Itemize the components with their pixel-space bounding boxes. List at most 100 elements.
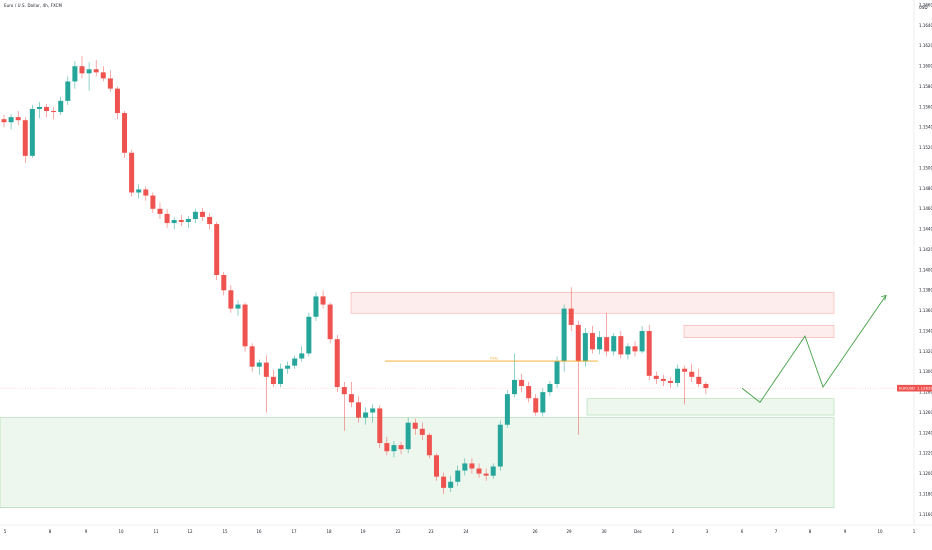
price-tick-label: 1.13000 <box>919 369 932 374</box>
candle <box>597 331 603 355</box>
candle <box>618 331 624 359</box>
candle <box>533 394 539 416</box>
time-tick-label: 8 <box>809 529 812 534</box>
projection-arrowhead <box>880 294 887 301</box>
candle <box>263 355 269 413</box>
candle <box>107 70 113 92</box>
price-tick-label: 1.14600 <box>919 206 932 211</box>
candle <box>419 422 425 440</box>
price-tick-label: 1.14200 <box>919 247 932 252</box>
candle <box>228 285 234 313</box>
candle <box>1 115 7 128</box>
time-tick-label: 9 <box>85 529 88 534</box>
candle <box>285 361 291 374</box>
candle <box>469 458 475 474</box>
candle <box>426 432 432 459</box>
time-axis[interactable]: 5 8 9 10 11 12 15 16 17 18 19 22 23 24 26 29 30 Dec 2 3 6 7 8 9… <box>0 524 932 534</box>
candle <box>568 287 574 332</box>
candle <box>278 363 284 388</box>
candle <box>15 111 21 126</box>
candle <box>185 215 191 229</box>
time-tick-label: 19 <box>360 529 366 534</box>
candle <box>72 61 78 89</box>
candle <box>462 458 468 476</box>
price-tick-label: 1.15800 <box>919 84 932 89</box>
price-tick-label: 1.16400 <box>919 23 932 28</box>
candle <box>51 106 57 120</box>
candle <box>348 381 354 408</box>
candle <box>682 365 688 405</box>
candle <box>384 436 390 456</box>
time-tick-label: 2 <box>672 529 675 534</box>
candle <box>639 325 645 354</box>
price-tick-label: 1.13200 <box>919 349 932 354</box>
candle <box>526 381 532 403</box>
time-tick-label: Dec <box>634 529 642 534</box>
candle <box>398 442 404 455</box>
candle <box>44 103 50 118</box>
candle <box>136 184 142 199</box>
time-tick-label: 1 <box>913 529 916 534</box>
price-tick-label: 1.14400 <box>919 227 932 232</box>
candle <box>341 381 347 431</box>
candle <box>129 149 135 197</box>
candle <box>448 475 454 492</box>
candle <box>292 355 298 369</box>
price-tick-label: 1.12200 <box>919 451 932 456</box>
candle <box>157 202 163 219</box>
currency-label: USD <box>919 5 928 10</box>
candle <box>483 468 489 481</box>
candles <box>1 56 709 494</box>
time-tick-label: 9 <box>844 529 847 534</box>
price-tick-label: 1.16200 <box>919 43 932 48</box>
price-tick-label: 1.15200 <box>919 145 932 150</box>
projection-path <box>741 295 887 403</box>
candle <box>86 62 92 91</box>
time-tick-label: 26 <box>532 529 538 534</box>
annotations: FVG <box>385 294 887 403</box>
candle <box>561 304 567 372</box>
candle <box>306 312 312 357</box>
candle <box>122 111 128 158</box>
time-tick-label: 7 <box>775 529 778 534</box>
candle <box>171 216 177 230</box>
candle <box>490 463 496 479</box>
candle <box>363 407 369 425</box>
price-tick-label: 1.15600 <box>919 104 932 109</box>
price-tag-bg <box>897 384 932 392</box>
price-tag-symbol: EURUSD <box>899 385 915 390</box>
candle <box>519 373 525 393</box>
candle <box>178 214 184 227</box>
support-zone <box>586 398 835 416</box>
candle <box>377 405 383 449</box>
price-axis[interactable]: USD 1.16600 1.16400 1.16200 1.16000 1.15800 1… <box>913 0 932 525</box>
candle <box>455 465 461 486</box>
time-tick-label: 29 <box>566 529 572 534</box>
candle <box>646 324 652 380</box>
candle <box>164 208 170 229</box>
candle <box>632 341 638 357</box>
candle <box>214 222 220 281</box>
candle <box>256 359 262 375</box>
time-tick-label: 22 <box>395 529 401 534</box>
time-tick-label: 3 <box>706 529 709 534</box>
candle <box>36 101 42 119</box>
time-tick-label: 17 <box>291 529 297 534</box>
candle <box>625 343 631 360</box>
candle <box>405 417 411 454</box>
time-tick-label: 5 <box>4 529 7 534</box>
time-tick-label: 6 <box>741 529 744 534</box>
candle <box>8 114 14 130</box>
candle <box>554 356 560 389</box>
candle <box>497 420 503 471</box>
candle <box>675 364 681 388</box>
price-tick-label: 1.13400 <box>919 328 932 333</box>
candle <box>200 207 206 222</box>
price-tick-label: 1.15000 <box>919 165 932 170</box>
candle <box>476 463 482 478</box>
price-tick-label: 1.12800 <box>919 390 932 395</box>
candle <box>412 418 418 435</box>
candle <box>391 441 397 458</box>
